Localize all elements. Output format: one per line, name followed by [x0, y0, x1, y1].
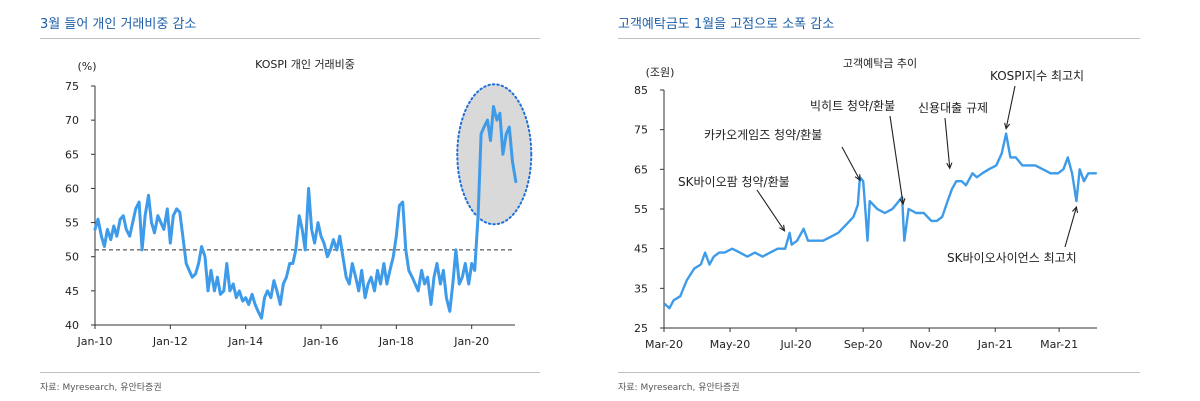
y-axis-unit: (조원) [646, 66, 675, 79]
annotation-arrowhead [854, 174, 861, 182]
chart-title: 고객예탁금 추이 [843, 57, 917, 70]
y-tick-label: 85 [634, 84, 648, 97]
chart-title: KOSPI 개인 거래비중 [255, 58, 355, 71]
annotation-arrowhead [1071, 205, 1079, 214]
y-tick-label: 65 [65, 148, 79, 161]
y-tick-label: 45 [65, 285, 79, 298]
panel-title: 고객예탁금도 1월을 고점으로 소폭 감소 [618, 17, 835, 32]
x-tick-label: Sep-20 [844, 338, 883, 351]
x-tick-label: Jan-20 [453, 335, 489, 348]
annotation-label: 빅히트 청약/환불 [810, 98, 895, 113]
annotation-arrowhead [899, 198, 906, 206]
source-note: 자료: Myresearch, 유안타증권 [40, 383, 162, 393]
panel-retail-share: 3월 들어 개인 거래비중 감소 KOSPI 개인 거래비중 (%) 40 45 50 5… [40, 17, 540, 393]
annotation-arrow [756, 189, 785, 232]
y-axis-unit: (%) [77, 60, 96, 73]
panel-title: 3월 들어 개인 거래비중 감소 [40, 17, 197, 32]
highlight-circle [456, 83, 533, 226]
annotation-label: SK바이오사이언스 최고치 [947, 251, 1077, 265]
y-tick-label: 35 [634, 282, 648, 295]
x-tick-label: Jan-16 [303, 335, 339, 348]
title-divider [618, 38, 1140, 39]
x-tick-label: Jul-20 [779, 338, 811, 351]
x-tick-label: Jan-21 [977, 338, 1013, 351]
annotation-label: SK바이오팜 청약/환불 [678, 174, 790, 189]
y-tick-label: 55 [65, 217, 79, 230]
panel-customer-deposits: 고객예탁금도 1월을 고점으로 소폭 감소 고객예탁금 추이 (조원) 25 35 45… [600, 0, 1200, 401]
annotation-arrow [1064, 206, 1077, 248]
x-tick-label: Nov-20 [910, 338, 949, 351]
series-line [663, 132, 1098, 310]
title-divider [40, 38, 540, 39]
source-divider [40, 372, 540, 373]
x-tick-label: Mar-21 [1040, 338, 1078, 351]
y-tick-label: 60 [65, 182, 79, 195]
annotation-label: KOSPI지수 최고치 [990, 69, 1084, 83]
annotation-arrow [841, 146, 861, 181]
y-tick-label: 50 [65, 251, 79, 264]
source-divider [618, 372, 1140, 373]
annotation-arrow [1005, 85, 1016, 129]
x-tick-label: Jan-18 [378, 335, 414, 348]
x-tick-label: Jan-12 [152, 335, 188, 348]
y-tick-label: 65 [634, 163, 648, 176]
y-tick-label: 70 [65, 114, 79, 127]
x-tick-label: Jan-14 [227, 335, 263, 348]
annotation-arrow [889, 115, 904, 205]
y-tick-label: 40 [65, 319, 79, 332]
annotation-arrowhead [1004, 122, 1011, 130]
y-tick-label: 75 [65, 80, 79, 93]
retail-share-chart: KOSPI 개인 거래비중 (%) 40 45 50 55 60 65 70 75 Jan-10 Ja… [65, 58, 533, 348]
x-tick-label: Jan-10 [77, 335, 113, 348]
source-note: 자료: Myresearch, 유안타증권 [618, 383, 740, 393]
series-line [93, 105, 518, 320]
x-tick-label: May-20 [710, 338, 751, 351]
annotation-arrowhead [946, 162, 953, 170]
x-tick-label: Mar-20 [645, 338, 683, 351]
y-tick-label: 75 [634, 124, 648, 137]
y-tick-label: 55 [634, 203, 648, 216]
annotation-arrowhead [779, 224, 786, 232]
annotation-arrow [944, 117, 951, 169]
y-tick-label: 45 [634, 243, 648, 256]
customer-deposit-chart: 고객예탁금 추이 (조원) 25 35 45 55 65 75 85 Mar-20 May-20 Ju… [634, 57, 1098, 351]
y-tick-label: 25 [634, 322, 648, 335]
annotation-label: 신용대출 규제 [918, 101, 988, 115]
annotation-label: 카카오게임즈 청약/환불 [704, 127, 822, 142]
